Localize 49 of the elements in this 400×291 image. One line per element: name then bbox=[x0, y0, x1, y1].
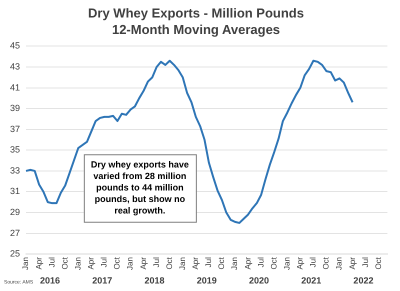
y-tick-label: 43 bbox=[10, 61, 20, 72]
x-tick-label: Oct bbox=[322, 256, 331, 270]
x-tick-label: Apr bbox=[86, 256, 96, 270]
x-tick-label: Jan bbox=[21, 257, 30, 270]
y-tick-label: 41 bbox=[10, 82, 20, 92]
text: 2022 bbox=[353, 275, 374, 286]
x-tick-label: Jan bbox=[73, 257, 82, 270]
x-tick-label: Jan bbox=[230, 257, 240, 270]
text: 2020 bbox=[248, 275, 269, 286]
x-tick-label: Oct bbox=[112, 256, 122, 270]
x-tick-label: Jan bbox=[178, 257, 187, 270]
text: 2021 bbox=[301, 275, 322, 286]
text: 2016 bbox=[40, 275, 60, 286]
x-tick-label: Oct bbox=[164, 256, 174, 270]
x-tick-label: Jan bbox=[334, 257, 344, 270]
x-tick-label: Jul bbox=[204, 256, 214, 268]
y-tick-label: 33 bbox=[10, 165, 20, 176]
x-tick-label: Apr bbox=[34, 256, 44, 270]
y-tick-label: 39 bbox=[10, 103, 20, 114]
x-tick-label: Jul bbox=[47, 256, 56, 268]
x-tick-label: Apr bbox=[348, 256, 357, 270]
x-tick-label: Apr bbox=[191, 256, 200, 270]
x-tick-label: Jul bbox=[256, 256, 266, 268]
x-tick-label: Jul bbox=[152, 256, 161, 268]
x-tick-label: Jan bbox=[282, 257, 292, 270]
x-tick-label: Jan bbox=[126, 257, 135, 270]
text: 2018 bbox=[144, 275, 164, 286]
x-tick-label: Oct bbox=[374, 256, 383, 270]
x-tick-label: Jul bbox=[360, 256, 370, 268]
x-tick-label: Jul bbox=[308, 256, 318, 268]
x-tick-label: Jul bbox=[100, 256, 109, 268]
y-tick-label: 29 bbox=[10, 207, 20, 218]
annotation: Dry whey exports have varied from 28 million pounds to 44 million pounds, but show no real growth. bbox=[90, 159, 189, 216]
y-tick-label: 45 bbox=[10, 40, 20, 51]
x-tick-label: Oct bbox=[217, 256, 226, 270]
x-tick-label: Oct bbox=[60, 256, 70, 270]
x-tick-label: Oct bbox=[269, 256, 278, 270]
y-tick-label: 35 bbox=[10, 144, 20, 155]
y-tick-label: 37 bbox=[10, 124, 20, 134]
chart-title: Dry Whey Exports - Million Pounds bbox=[88, 5, 304, 20]
y-tick-label: 27 bbox=[10, 228, 20, 238]
x-tick-label: Apr bbox=[243, 256, 252, 270]
text: 2019 bbox=[196, 275, 217, 286]
y-tick-label: 31 bbox=[10, 186, 20, 196]
x-tick-label: Apr bbox=[138, 256, 148, 270]
x-tick-label: Apr bbox=[296, 256, 305, 270]
chart-subtitle: 12-Month Moving Averages bbox=[112, 22, 280, 37]
y-tick-label: 25 bbox=[10, 248, 20, 259]
text: 2017 bbox=[92, 275, 112, 286]
